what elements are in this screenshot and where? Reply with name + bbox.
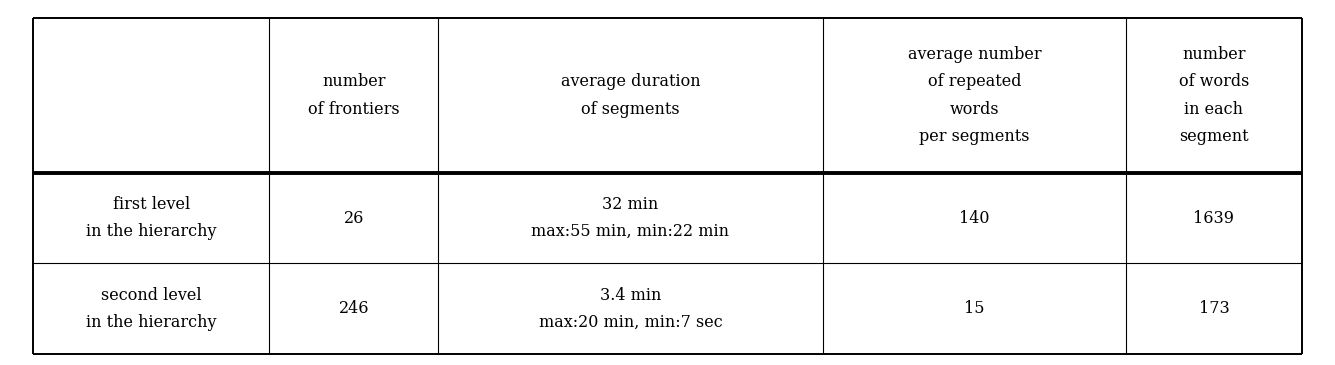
Text: 3.4 min
max:20 min, min:7 sec: 3.4 min max:20 min, min:7 sec: [538, 287, 722, 331]
Text: average duration
of segments: average duration of segments: [561, 73, 701, 118]
Text: first level
in the hierarchy: first level in the hierarchy: [87, 196, 216, 240]
Text: average number
of repeated
words
per segments: average number of repeated words per seg…: [908, 46, 1041, 145]
Text: 140: 140: [959, 210, 989, 227]
Text: number
of frontiers: number of frontiers: [308, 73, 399, 118]
Text: 15: 15: [964, 300, 985, 317]
Text: number
of words
in each
segment: number of words in each segment: [1179, 46, 1250, 145]
Text: 26: 26: [343, 210, 364, 227]
Text: 246: 246: [339, 300, 368, 317]
Text: 32 min
max:55 min, min:22 min: 32 min max:55 min, min:22 min: [531, 196, 729, 240]
Text: 173: 173: [1199, 300, 1230, 317]
Text: second level
in the hierarchy: second level in the hierarchy: [87, 287, 216, 331]
Text: 1639: 1639: [1193, 210, 1235, 227]
